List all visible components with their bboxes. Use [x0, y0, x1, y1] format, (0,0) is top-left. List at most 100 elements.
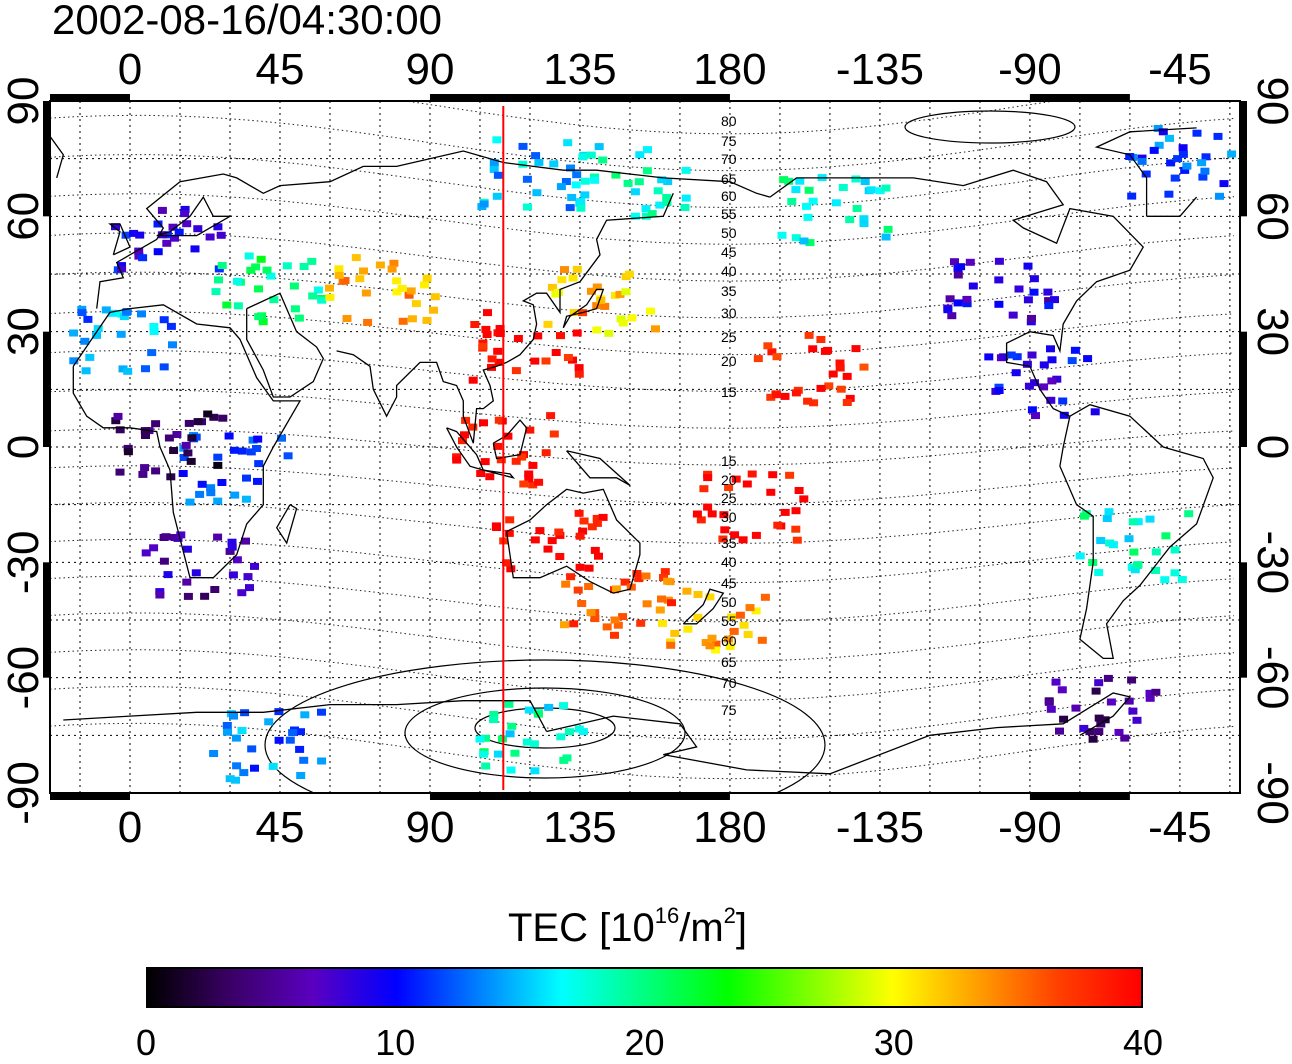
- top-lon-label: 135: [543, 45, 616, 94]
- tec-cell: [1102, 515, 1112, 522]
- tec-cell: [245, 584, 254, 592]
- tec-cell: [524, 475, 534, 483]
- tec-cell: [397, 284, 407, 292]
- tec-cell: [248, 436, 258, 444]
- bottom-lon-label: -90: [998, 803, 1062, 852]
- frame-band: [43, 101, 50, 217]
- tec-cell: [407, 315, 417, 323]
- tec-cell: [511, 367, 521, 375]
- tec-cell: [525, 426, 535, 434]
- tec-cell: [1044, 297, 1054, 305]
- tec-cell: [493, 171, 503, 179]
- tec-cell: [707, 510, 717, 518]
- tec-cell: [592, 519, 602, 527]
- contour-label: 70: [721, 151, 737, 167]
- tec-cell: [828, 370, 838, 378]
- tec-cell: [182, 545, 192, 553]
- tec-cell: [1164, 190, 1174, 198]
- tec-cell: [1059, 411, 1069, 419]
- tec-cell: [213, 461, 223, 469]
- tec-cell: [247, 745, 257, 753]
- tec-cell: [646, 307, 655, 315]
- tec-cell: [1044, 698, 1054, 706]
- tec-cell: [662, 199, 672, 206]
- tec-cell: [176, 531, 186, 539]
- tec-cell: [290, 305, 300, 313]
- tec-cell: [492, 192, 502, 200]
- coastline: [492, 419, 528, 460]
- tec-cell: [663, 577, 673, 585]
- tec-cell: [1151, 567, 1160, 574]
- tec-cell: [159, 557, 169, 565]
- tec-cell: [211, 288, 221, 296]
- tec-cell: [557, 276, 567, 284]
- tec-cell: [803, 213, 813, 221]
- tec-cell: [852, 205, 862, 212]
- coastline: [50, 127, 1198, 217]
- bottom-lon-label: -135: [836, 803, 924, 852]
- tec-cell: [571, 181, 581, 189]
- contour-label: 25: [721, 490, 737, 506]
- tec-cell: [768, 471, 778, 479]
- tec-cell: [493, 347, 503, 355]
- tec-cell: [334, 271, 344, 279]
- tec-cell: [634, 575, 644, 583]
- tec-cell: [635, 151, 645, 159]
- right-lat-label: 30: [1248, 307, 1292, 356]
- contour-label: 40: [721, 554, 737, 570]
- tec-cell: [730, 531, 740, 539]
- frame-band: [43, 562, 50, 678]
- tec-cell: [1046, 345, 1055, 353]
- axis-labels: 0045459090135135180180-135-135-90-90-45-…: [0, 45, 1292, 852]
- tec-cell: [751, 607, 761, 615]
- tec-cell: [178, 470, 188, 477]
- tec-cell: [227, 538, 237, 546]
- tec-cell: [738, 536, 748, 544]
- tec-cell: [799, 495, 809, 503]
- contour-label: 35: [721, 283, 737, 299]
- tec-cell: [711, 646, 720, 654]
- tec-cell: [334, 265, 344, 273]
- coastline: [336, 193, 674, 444]
- tec-cell: [1182, 162, 1192, 170]
- tec-cell: [1149, 146, 1159, 154]
- tec-cell: [1165, 134, 1174, 142]
- tec-cell: [682, 587, 692, 595]
- tec-cell: [1132, 562, 1142, 569]
- tec-cell: [586, 151, 596, 159]
- tec-cell: [1128, 518, 1138, 526]
- tec-cell: [1083, 355, 1093, 363]
- tec-cell: [507, 722, 517, 730]
- tec-cell: [398, 317, 408, 325]
- tec-cell: [452, 456, 462, 464]
- tec-cell: [1151, 548, 1161, 556]
- tec-cell: [544, 703, 554, 711]
- tec-cell: [161, 533, 171, 541]
- contour-label: 40: [721, 263, 737, 279]
- tec-cell: [493, 442, 503, 450]
- tec-cell: [157, 206, 167, 214]
- top-lon-label: -90: [998, 45, 1062, 94]
- tec-cell: [1071, 704, 1081, 712]
- tec-cell: [387, 265, 397, 273]
- tec-cell: [838, 184, 848, 191]
- tec-cell: [804, 331, 814, 339]
- tec-cell: [80, 337, 90, 345]
- tec-cell: [137, 310, 146, 318]
- tec-cell: [495, 325, 505, 332]
- tec-cell: [282, 262, 292, 270]
- contour-label: 45: [721, 575, 737, 591]
- coastline: [1059, 403, 1214, 660]
- tec-cell: [228, 571, 238, 579]
- tec-cell: [1127, 676, 1137, 684]
- right-lat-label: -30: [1248, 531, 1292, 595]
- tec-cell: [534, 478, 544, 486]
- tec-cell: [230, 491, 240, 499]
- tec-cell: [574, 370, 584, 378]
- contour-label: 35: [721, 535, 737, 551]
- contour-label: 15: [721, 384, 737, 400]
- tec-cell: [406, 287, 416, 295]
- tec-cell: [183, 592, 193, 600]
- tec-cell: [1075, 552, 1085, 560]
- tec-cell: [590, 615, 600, 623]
